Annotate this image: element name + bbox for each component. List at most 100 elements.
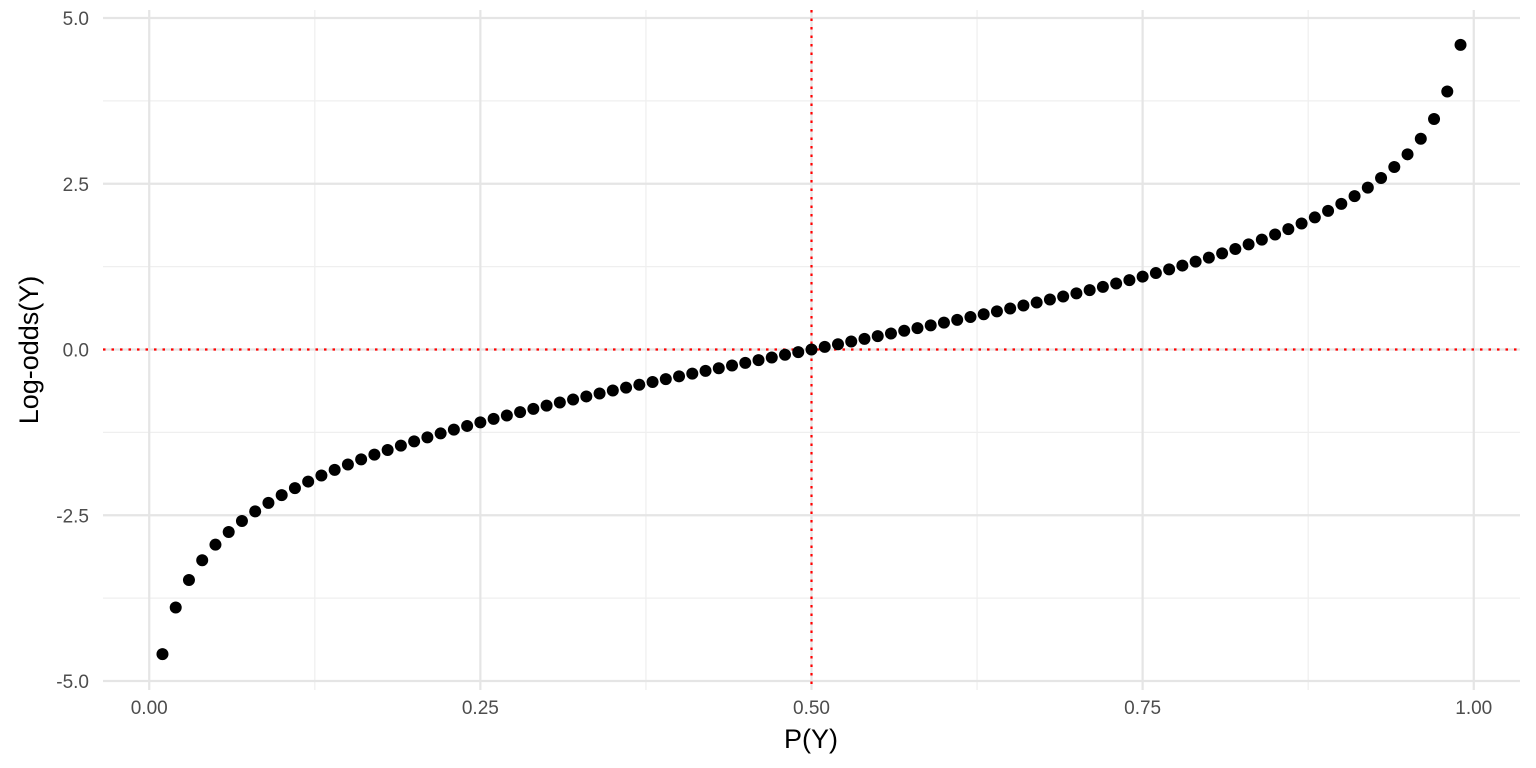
data-point: [169, 601, 182, 614]
data-point: [1348, 190, 1361, 203]
data-point: [805, 343, 818, 356]
data-point: [1242, 238, 1255, 251]
data-point: [871, 330, 884, 343]
data-point: [884, 327, 897, 340]
data-point: [673, 370, 686, 383]
data-point: [739, 356, 752, 369]
data-point: [990, 305, 1003, 318]
data-point: [1375, 171, 1388, 184]
data-point: [699, 364, 712, 377]
data-point: [765, 351, 778, 364]
data-point: [1189, 255, 1202, 268]
data-point: [1176, 259, 1189, 272]
data-point: [1057, 290, 1070, 303]
y-tick-label: 0.0: [63, 341, 89, 362]
data-point: [315, 469, 328, 482]
data-point: [1083, 284, 1096, 297]
x-tick-label: 0.75: [1124, 698, 1161, 719]
y-tick-label: -5.0: [56, 672, 89, 693]
data-point: [1295, 217, 1308, 230]
data-point: [1030, 296, 1043, 309]
data-point: [341, 458, 354, 471]
data-point: [964, 311, 977, 324]
y-axis-tick-labels: -5.0 -2.5 0.0 2.5 5.0: [56, 9, 89, 693]
data-point: [235, 515, 248, 528]
data-point: [1335, 197, 1348, 210]
data-point: [593, 387, 606, 400]
y-tick-label: 2.5: [63, 175, 89, 196]
data-point: [222, 525, 235, 538]
data-point: [951, 313, 964, 326]
data-point: [1070, 287, 1083, 300]
data-point: [752, 354, 765, 367]
data-point: [924, 319, 937, 332]
data-point: [461, 419, 474, 432]
data-point: [262, 496, 275, 509]
data-point: [1136, 270, 1149, 283]
data-point: [1216, 247, 1229, 260]
data-point: [858, 332, 871, 345]
x-tick-label: 1.00: [1455, 698, 1492, 719]
data-point: [196, 554, 209, 567]
data-point: [1388, 161, 1401, 174]
x-axis-title: P(Y): [784, 724, 838, 754]
data-point: [831, 338, 844, 351]
data-point: [1202, 251, 1215, 264]
y-tick-label: 5.0: [63, 9, 89, 30]
data-point: [1401, 148, 1414, 161]
data-point: [1322, 204, 1335, 217]
x-axis-tick-labels: 0.00 0.25 0.50 0.75 1.00: [131, 698, 1493, 719]
data-point: [474, 416, 487, 429]
x-tick-label: 0.00: [131, 698, 168, 719]
data-point: [1361, 181, 1374, 194]
y-tick-label: -2.5: [56, 506, 89, 527]
data-point: [1269, 228, 1282, 241]
x-tick-label: 0.50: [793, 698, 830, 719]
data-point: [447, 423, 460, 436]
data-point: [368, 448, 381, 461]
data-point: [633, 378, 646, 391]
data-point: [514, 406, 527, 419]
data-point: [302, 475, 315, 488]
data-point: [1441, 85, 1454, 98]
data-point: [275, 489, 288, 502]
data-point: [620, 381, 633, 394]
data-point: [1255, 233, 1268, 246]
data-point: [606, 384, 619, 397]
data-point: [381, 444, 394, 457]
data-point: [646, 375, 659, 388]
data-point: [209, 538, 222, 551]
data-point: [686, 367, 699, 380]
data-point: [898, 324, 911, 337]
data-point: [1149, 267, 1162, 280]
data-point: [540, 399, 553, 412]
data-point: [434, 427, 447, 440]
y-axis-title: Log-odds(Y): [14, 276, 44, 425]
data-point: [527, 402, 540, 415]
data-point: [182, 573, 195, 586]
data-point: [408, 435, 421, 448]
data-point: [1017, 299, 1030, 312]
data-point: [726, 359, 739, 372]
data-point: [156, 648, 169, 661]
data-point: [937, 316, 950, 329]
data-point: [394, 439, 407, 452]
data-point: [712, 362, 725, 375]
data-point: [487, 412, 500, 425]
data-point: [911, 322, 924, 335]
data-point: [1163, 263, 1176, 276]
data-points: [156, 38, 1467, 661]
data-point: [1004, 302, 1017, 315]
data-point: [1454, 38, 1467, 51]
data-point: [249, 505, 262, 518]
data-point: [421, 431, 434, 444]
data-point: [1428, 113, 1441, 126]
data-point: [977, 308, 990, 321]
data-point: [1229, 242, 1242, 255]
data-point: [779, 348, 792, 361]
data-point: [1282, 223, 1295, 236]
data-point: [500, 409, 513, 422]
data-point: [1043, 293, 1056, 306]
data-point: [659, 373, 672, 386]
